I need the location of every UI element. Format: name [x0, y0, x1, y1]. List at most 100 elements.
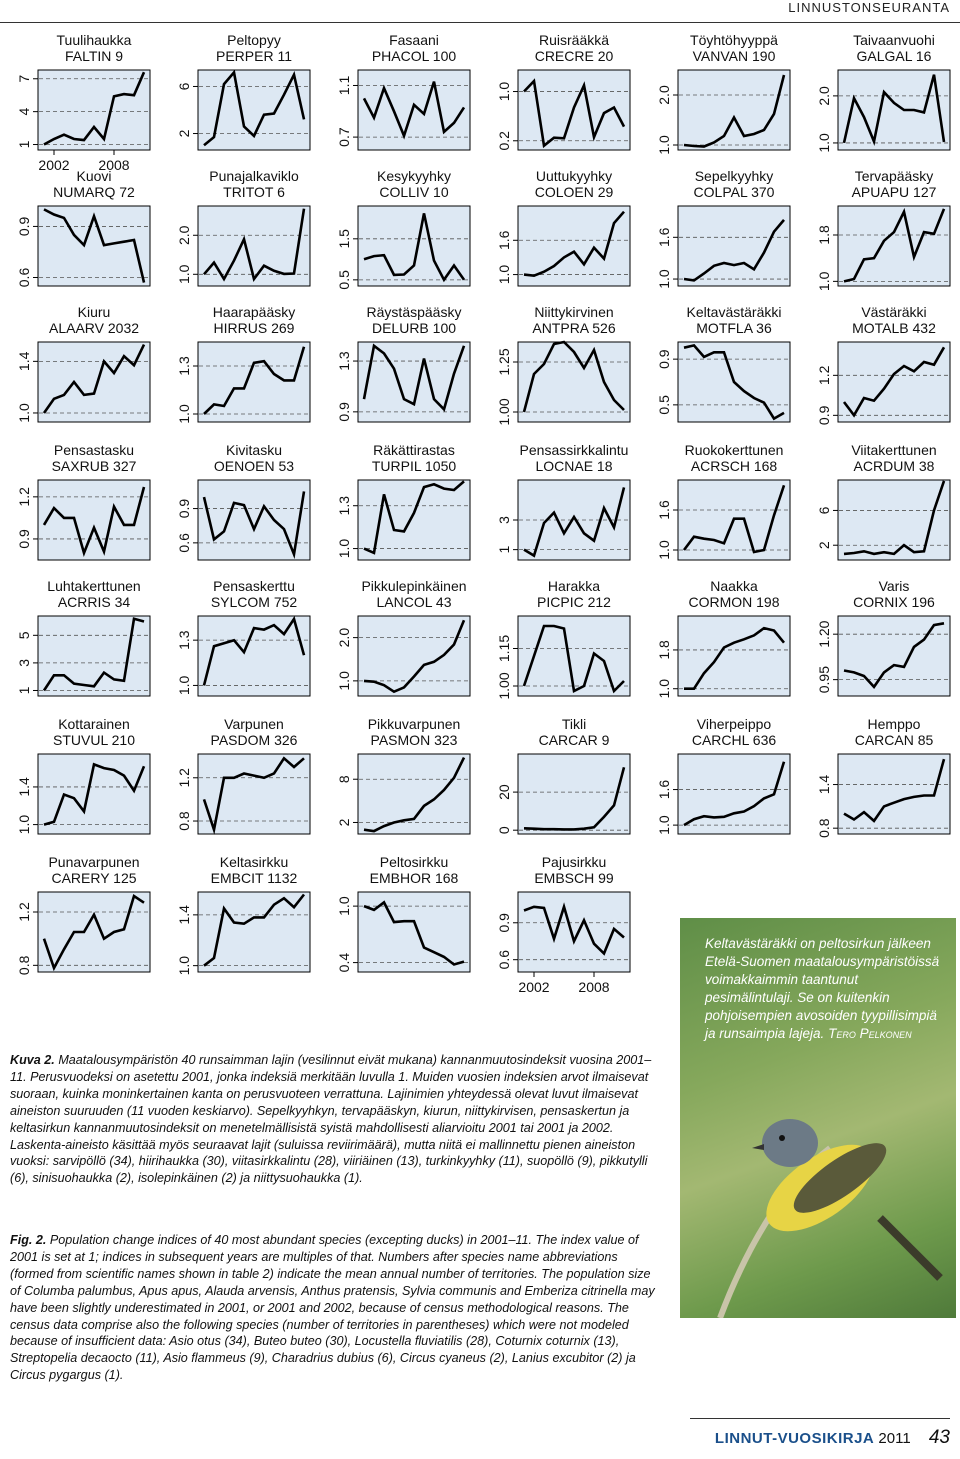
y-tick-label: 0: [496, 826, 512, 834]
yellow-wagtail-photo: [680, 918, 956, 1320]
y-tick-label: 20: [496, 784, 512, 800]
index-line: [203, 893, 306, 967]
species-name: Pensastasku: [54, 442, 134, 458]
species-name: Kivitasku: [226, 442, 282, 458]
bird-illustration: [717, 1119, 943, 1320]
species-name: Kiuru: [78, 304, 111, 320]
species-code: COLLIV 10: [379, 184, 448, 200]
plot-area: [197, 341, 311, 423]
species-name: Fasaani: [389, 32, 439, 48]
y-tick-label: 1.0: [496, 82, 512, 102]
y-tick-label: 1.4: [16, 351, 32, 371]
y-tick-label: 0.8: [176, 811, 192, 831]
plot-area: [357, 205, 471, 287]
y-tick-label: 0.7: [336, 127, 352, 147]
species-code: SAXRUB 327: [52, 458, 137, 474]
y-tick-label: 1.0: [656, 135, 672, 155]
species-name: Pajusirkku: [542, 854, 607, 870]
species-name: Töyhtöhyyppä: [690, 32, 778, 48]
y-tick-label: 1.25: [496, 348, 512, 375]
page-number: 43: [928, 1427, 950, 1448]
y-tick-label: 2.0: [656, 85, 672, 105]
y-tick-label: 0.6: [176, 533, 192, 553]
index-line: [362, 343, 466, 412]
y-tick-label: 1.4: [16, 777, 32, 797]
plot-area: [197, 205, 311, 287]
index-line: [843, 758, 946, 823]
y-tick-label: 1.0: [16, 815, 32, 835]
plot-area: [517, 205, 631, 287]
index-line: [683, 74, 786, 148]
photo-credit: Tero Pelkonen: [828, 1026, 912, 1041]
index-line: [683, 343, 785, 421]
species-code: ANTPRA 526: [532, 320, 615, 336]
index-line: [363, 619, 466, 694]
species-name: Harakka: [548, 578, 600, 594]
species-code: MOTALB 432: [852, 320, 936, 336]
index-line: [522, 340, 625, 413]
species-code: EMBSCH 99: [534, 870, 614, 886]
y-tick-label: 0.8: [16, 955, 32, 975]
species-code: ACRRIS 34: [58, 594, 131, 610]
plot-area: [357, 891, 471, 973]
y-tick-label: 0.2: [496, 131, 512, 151]
species-name: Kottarainen: [58, 716, 130, 732]
index-line: [363, 900, 465, 966]
index-line: [682, 484, 786, 554]
y-tick-label: 5: [16, 631, 32, 639]
index-line: [43, 71, 146, 146]
index-line: [202, 756, 305, 835]
species-code: PICPIC 212: [537, 594, 611, 610]
plot-area: [837, 753, 951, 835]
plot-area: [197, 479, 311, 561]
species-code: CRECRE 20: [535, 48, 614, 64]
plot-area: [37, 341, 151, 423]
y-tick-label: 2.0: [176, 225, 192, 245]
y-tick-label: 2: [336, 818, 352, 826]
species-code: ACRDUM 38: [854, 458, 935, 474]
plot-area: [197, 891, 311, 973]
index-line: [523, 766, 626, 831]
journal-name: LINNUT-VUOSIKIRJA: [714, 1430, 875, 1447]
species-code: TRITOT 6: [223, 184, 285, 200]
index-line: [43, 762, 146, 826]
y-tick-label: 1.00: [496, 398, 512, 425]
caption-fi-text: Maatalousympäristön 40 runsaimman lajin …: [10, 1053, 652, 1186]
y-tick-label: 1.20: [816, 620, 832, 647]
species-code: CARCHL 636: [692, 732, 777, 748]
y-tick-label: 1.6: [496, 230, 512, 250]
page-footer: LINNUT-VUOSIKIRJA 2011 43: [715, 1427, 950, 1449]
species-name: Viherpeippo: [697, 716, 772, 732]
species-name: Haarapääsky: [213, 304, 296, 320]
species-code: CORMON 198: [688, 594, 779, 610]
index-line: [203, 346, 306, 415]
species-code: EMBCIT 1132: [211, 870, 298, 886]
plot-area: [357, 341, 471, 423]
species-code: CARERY 125: [51, 870, 136, 886]
caption-fi-label: Kuva 2.: [10, 1053, 55, 1067]
y-tick-label: 1.2: [16, 902, 32, 922]
y-tick-label: 1: [496, 546, 512, 554]
index-line: [363, 213, 466, 283]
plot-area: [837, 479, 951, 561]
species-name: Pensaskerttu: [213, 578, 295, 594]
index-line: [202, 491, 306, 560]
y-tick-label: 2.0: [816, 86, 832, 106]
footer-rule: [690, 1418, 950, 1419]
species-code: CARCAR 9: [539, 732, 610, 748]
y-tick-label: 0.9: [176, 499, 192, 519]
plot-area: [197, 615, 311, 697]
y-tick-label: 0.95: [816, 666, 832, 693]
journal-year: 2011: [878, 1430, 911, 1447]
figure-caption-fi: Kuva 2. Maatalousympäristön 40 runsaimma…: [10, 1052, 660, 1187]
